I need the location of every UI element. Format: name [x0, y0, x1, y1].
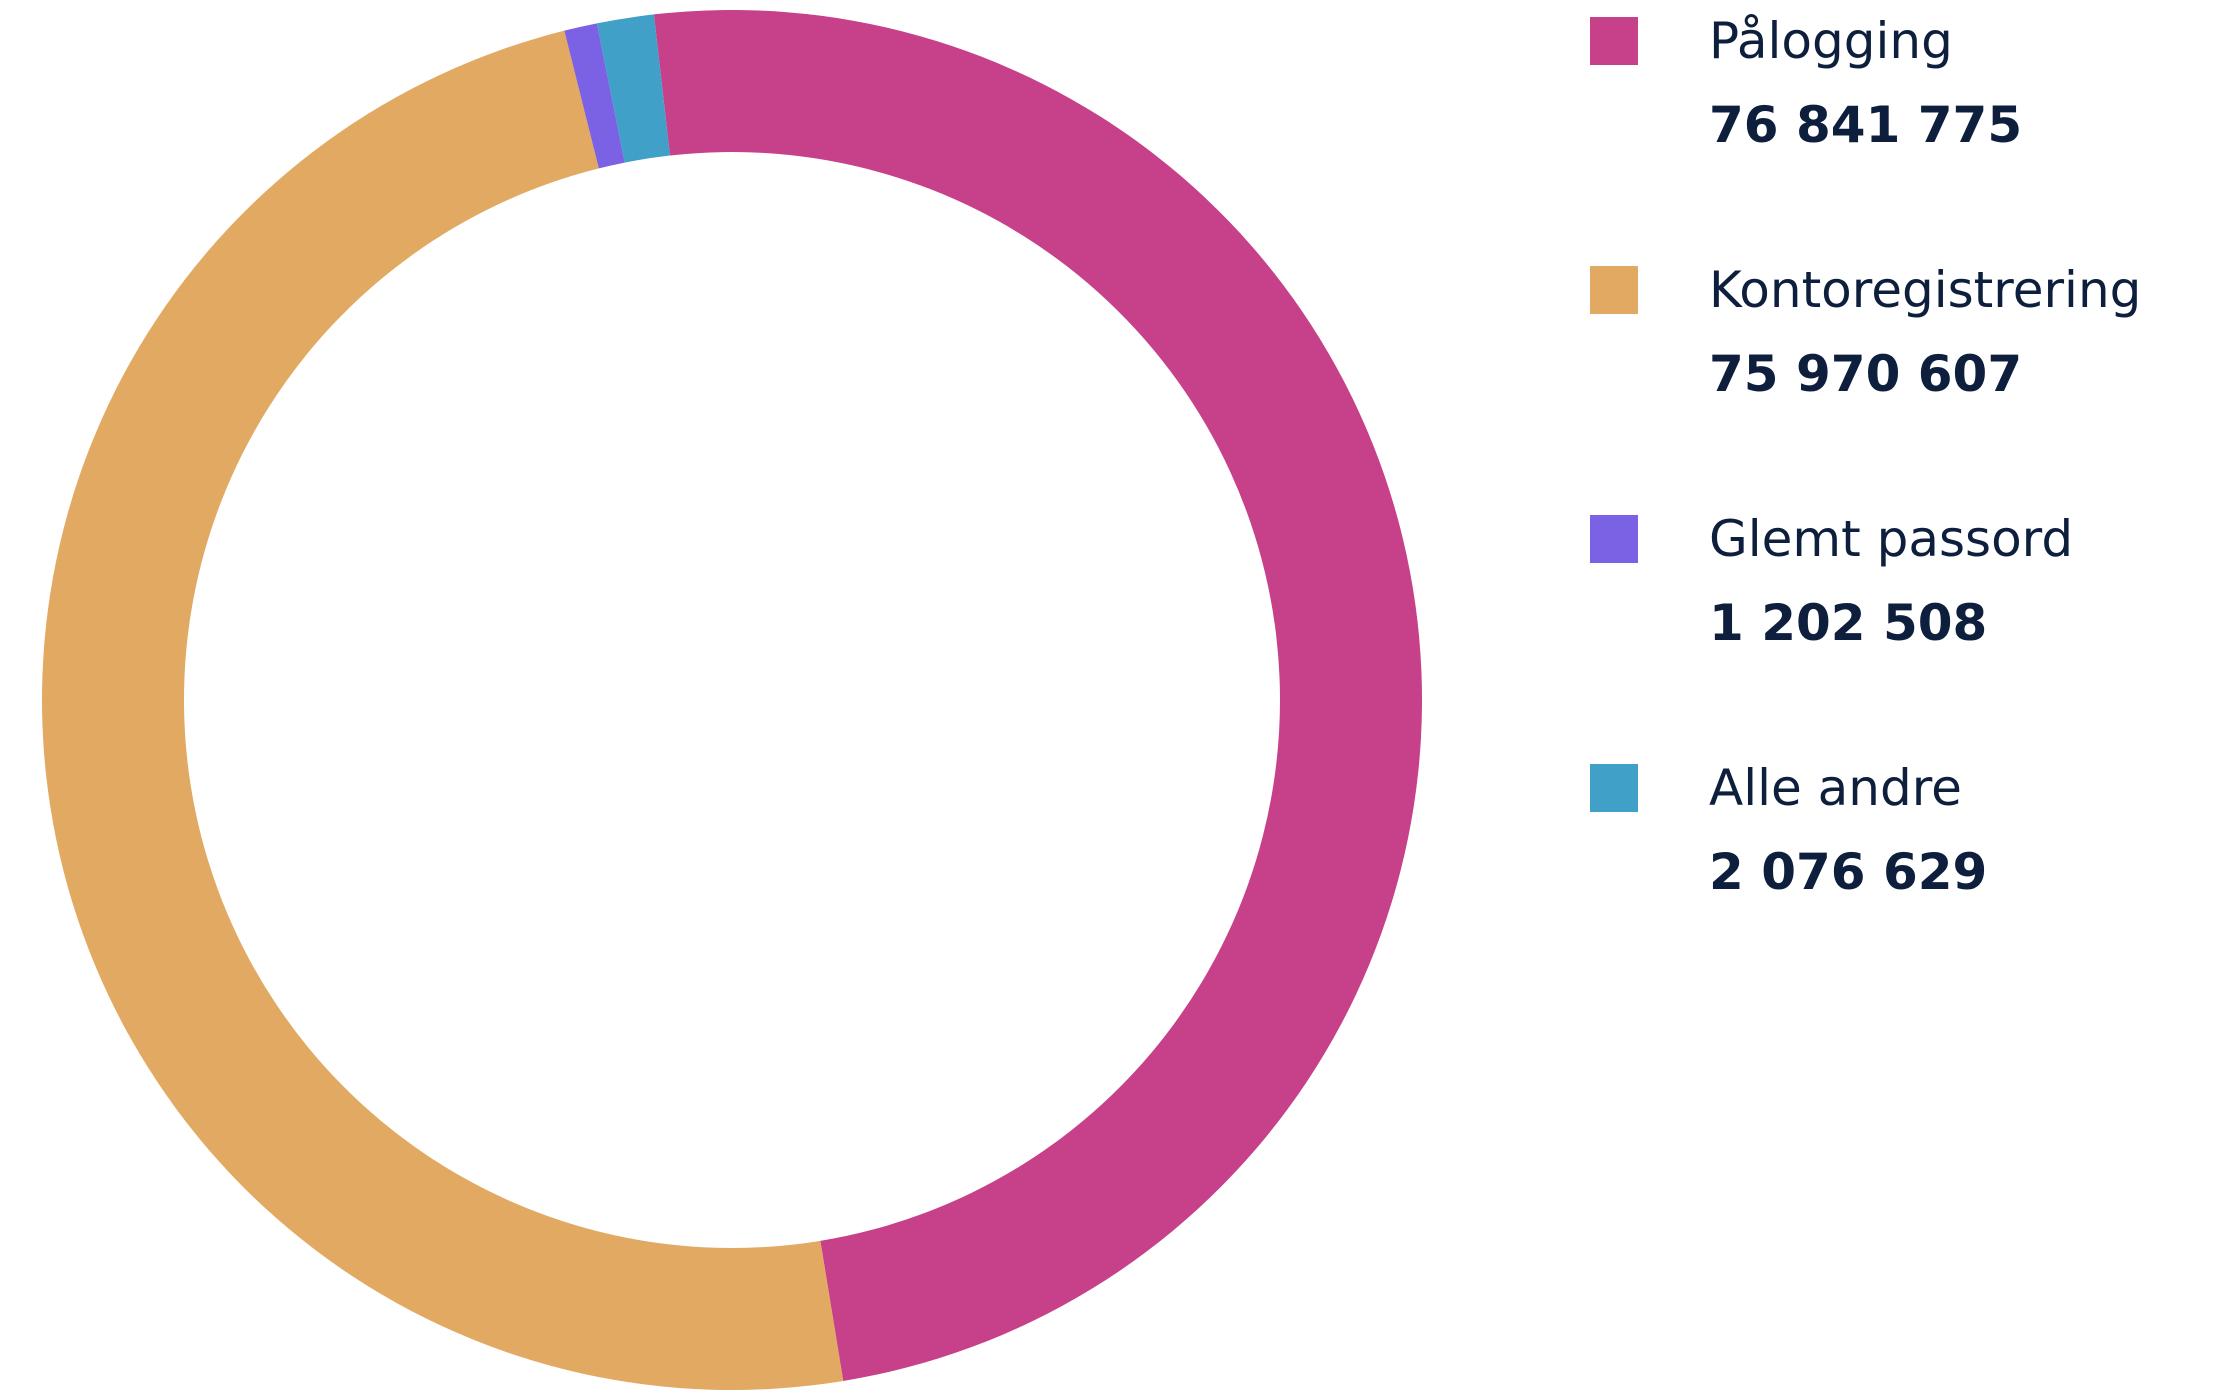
legend-swatch — [1590, 17, 1638, 65]
donut-slice — [596, 14, 670, 163]
donut-slice — [564, 23, 625, 169]
legend-value: 75 970 607 — [1709, 345, 2022, 403]
legend-value: 76 841 775 — [1709, 96, 2022, 154]
donut-slice — [41, 30, 844, 1391]
legend-label: Pålogging — [1709, 12, 1953, 70]
legend-swatch — [1590, 764, 1638, 812]
legend-value: 1 202 508 — [1709, 594, 1987, 652]
donut-slice — [653, 9, 1423, 1381]
legend-label: Glemt passord — [1709, 510, 2073, 568]
legend-label: Kontoregistrering — [1709, 261, 2141, 319]
legend-value: 2 076 629 — [1709, 843, 1987, 901]
legend-swatch — [1590, 266, 1638, 314]
legend-label: Alle andre — [1709, 759, 1962, 817]
legend-swatch — [1590, 515, 1638, 563]
